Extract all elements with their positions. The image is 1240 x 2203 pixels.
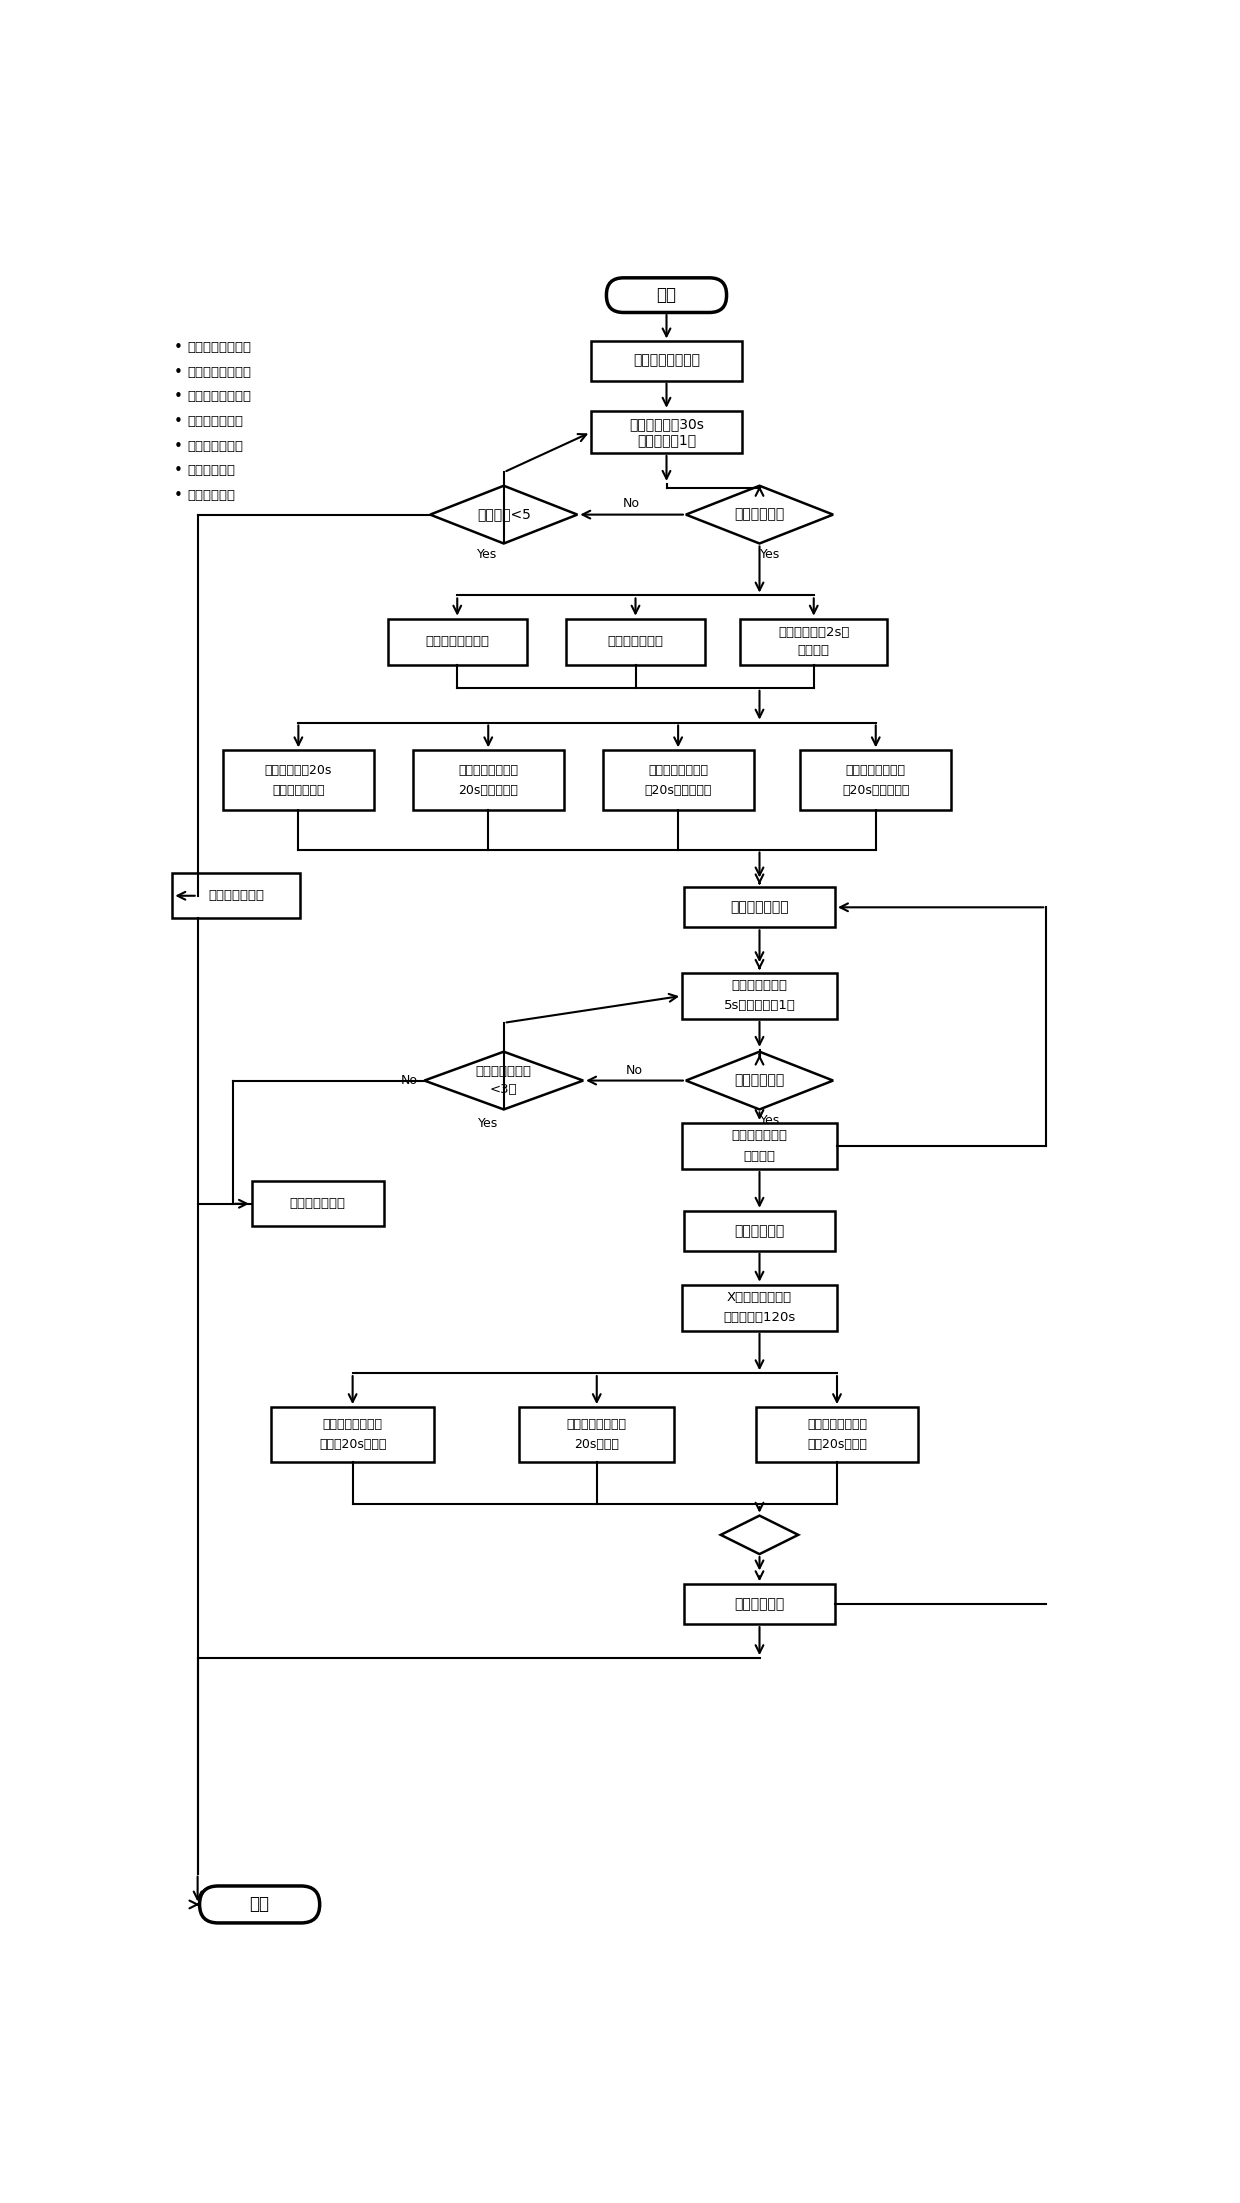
Text: 阀开启20s后停止: 阀开启20s后停止	[319, 1439, 387, 1452]
Text: 取样，并刜1次: 取样，并刜1次	[637, 434, 696, 447]
Text: 下伸缩闸板恢复: 下伸缩闸板恢复	[732, 1130, 787, 1143]
Text: 启20s后自动停止: 启20s后自动停止	[842, 784, 909, 797]
Text: 常闭状态: 常闭状态	[744, 1150, 775, 1163]
Text: 清样电气力输送器: 清样电气力输送器	[807, 1419, 867, 1432]
Bar	[755, 1408, 919, 1463]
Text: 20s后自动关闭: 20s后自动关闭	[459, 784, 518, 797]
Text: No: No	[626, 1064, 644, 1077]
Bar	[387, 619, 527, 665]
Text: •: •	[174, 487, 182, 502]
Bar	[591, 341, 742, 381]
Text: •: •	[174, 438, 182, 454]
Text: 气嘴吹扫电磁阀开: 气嘴吹扫电磁阀开	[846, 764, 905, 778]
Bar	[682, 974, 837, 1020]
Text: Yes: Yes	[760, 549, 780, 562]
Text: 余料电动球阀常闭: 余料电动球阀常闭	[187, 366, 252, 379]
Text: Yes: Yes	[476, 549, 497, 562]
Polygon shape	[720, 1516, 799, 1553]
Bar	[684, 1212, 835, 1251]
Text: 余料气力输送器开: 余料气力输送器开	[649, 764, 708, 778]
Text: Yes: Yes	[479, 1117, 498, 1130]
Bar	[565, 619, 706, 665]
Text: 后自动恢复打开: 后自动恢复打开	[272, 784, 325, 797]
Text: 结束: 结束	[249, 1895, 269, 1914]
Text: 上伸缩闸板常开: 上伸缩闸板常开	[187, 414, 243, 427]
Bar	[223, 751, 374, 811]
Bar	[684, 1584, 835, 1624]
Text: •: •	[174, 366, 182, 379]
Text: 料空信号触发: 料空信号触发	[734, 1073, 785, 1088]
Text: 清样电动球阀常闭: 清样电动球阀常闭	[187, 390, 252, 403]
Bar	[252, 1181, 383, 1227]
Polygon shape	[424, 1051, 583, 1110]
Text: 取样次数<5: 取样次数<5	[477, 507, 531, 522]
Text: 下伸缩闸板打开: 下伸缩闸板打开	[732, 980, 787, 991]
Text: X荧光机构对料杯: X荧光机构对料杯	[727, 1291, 792, 1304]
Bar	[520, 1408, 675, 1463]
Text: 接料电动球阀打开: 接料电动球阀打开	[632, 355, 701, 368]
Bar	[682, 1124, 837, 1170]
Text: No: No	[624, 498, 640, 511]
Text: 上通气阀常开: 上通气阀常开	[187, 465, 236, 478]
Text: 上伸缩闸板关闭: 上伸缩闸板关闭	[608, 634, 663, 648]
Text: 余料电动球阀开启: 余料电动球阀开启	[459, 764, 518, 778]
Text: 下伸缩闸板打开: 下伸缩闸板打开	[476, 1064, 532, 1077]
Bar	[603, 751, 754, 811]
Polygon shape	[430, 485, 578, 544]
Text: 料满信号触发: 料满信号触发	[734, 507, 785, 522]
Polygon shape	[686, 485, 833, 544]
Bar	[800, 751, 951, 811]
Text: 开始: 开始	[656, 286, 677, 304]
Text: 接料电动球阀常闭: 接料电动球阀常闭	[187, 341, 252, 355]
Bar	[413, 751, 564, 811]
Text: 杯底气嘴吹扫电磁: 杯底气嘴吹扫电磁	[322, 1419, 383, 1432]
Bar	[272, 1408, 434, 1463]
Bar	[682, 1284, 837, 1331]
Text: 5s后关闭并刜1次: 5s后关闭并刜1次	[724, 1000, 795, 1013]
Text: 反转清料: 反转清料	[797, 645, 830, 656]
Text: •: •	[174, 339, 182, 355]
Text: •: •	[174, 390, 182, 405]
Text: 打开20s后停止: 打开20s后停止	[807, 1439, 867, 1452]
Text: 取样电机稍停2s后: 取样电机稍停2s后	[777, 626, 849, 639]
Text: <3次: <3次	[490, 1084, 517, 1097]
Text: •: •	[174, 414, 182, 430]
Bar	[740, 619, 888, 665]
Text: 上伸缩闸板打开: 上伸缩闸板打开	[730, 901, 789, 914]
Text: 启20s后自动停止: 启20s后自动停止	[645, 784, 712, 797]
Text: 提示：料管异常: 提示：料管异常	[290, 1196, 346, 1209]
Text: 中样品测量120s: 中样品测量120s	[723, 1311, 796, 1324]
Text: 下通气阀关闭: 下通气阀关闭	[734, 1223, 785, 1238]
Text: Yes: Yes	[760, 1115, 780, 1126]
FancyBboxPatch shape	[606, 278, 727, 313]
Text: 下通气阀打开: 下通气阀打开	[734, 1597, 785, 1610]
Polygon shape	[686, 1051, 833, 1110]
Text: •: •	[174, 463, 182, 478]
Bar	[591, 412, 742, 454]
Text: 取样电机正轣30s: 取样电机正轣30s	[629, 419, 704, 432]
Text: No: No	[401, 1075, 418, 1086]
Bar	[684, 888, 835, 927]
FancyBboxPatch shape	[200, 1886, 320, 1923]
Text: 20s后关闭: 20s后关闭	[574, 1439, 619, 1452]
Bar	[172, 872, 300, 919]
Text: 清样电动球阀开启: 清样电动球阀开启	[567, 1419, 626, 1432]
Text: 提示：料未取满: 提示：料未取满	[208, 890, 264, 903]
Text: 上通气阀关闭20s: 上通气阀关闭20s	[264, 764, 332, 778]
Text: 下通气阀常开: 下通气阀常开	[187, 489, 236, 502]
Text: 下伸缩闸板常闭: 下伸缩闸板常闭	[187, 441, 243, 452]
Text: 接料电动球阀关闭: 接料电动球阀关闭	[425, 634, 490, 648]
